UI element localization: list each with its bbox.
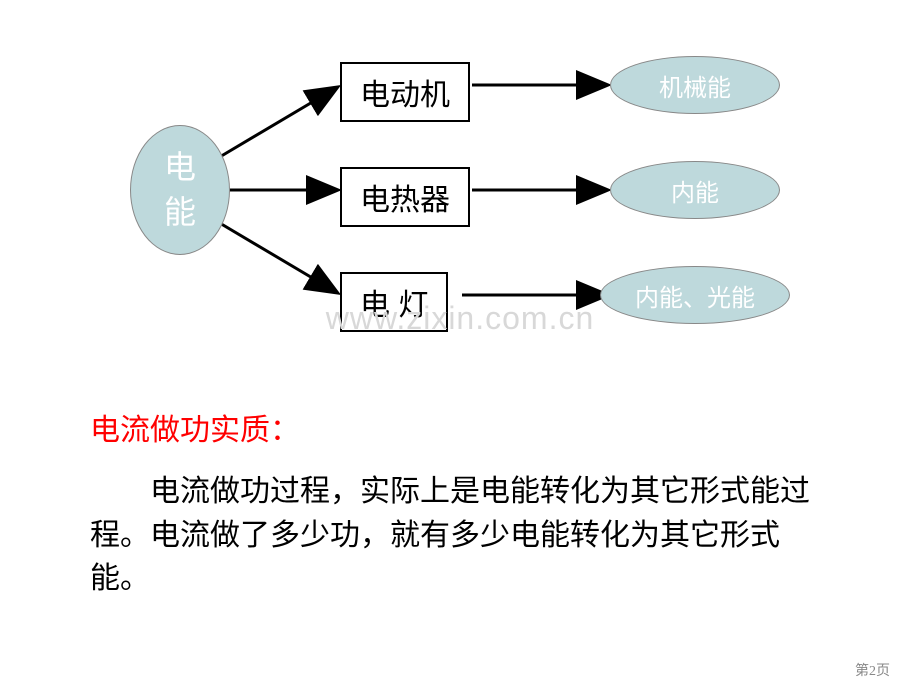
result-node-2: 内能、光能 <box>600 266 790 324</box>
flow-diagram: 电 能 电动机 电热器 电 灯 机械能 内能 内能、光能 <box>100 40 860 340</box>
body-paragraph: 电流做功过程，实际上是电能转化为其它形式能过程。电流做了多少功，就有多少电能转化… <box>90 470 830 601</box>
section-heading: 电流做功实质： <box>90 405 300 449</box>
watermark: www.zixin.com.cn <box>326 300 595 337</box>
source-line2: 能 <box>164 190 196 235</box>
mid-box-0: 电动机 <box>340 62 470 122</box>
source-node: 电 能 <box>130 125 230 255</box>
source-line1: 电 <box>164 145 196 190</box>
result-node-0: 机械能 <box>610 56 780 114</box>
page-number: 第2页 <box>855 660 890 680</box>
mid-box-1: 电热器 <box>340 167 470 227</box>
result-node-1: 内能 <box>610 161 780 219</box>
